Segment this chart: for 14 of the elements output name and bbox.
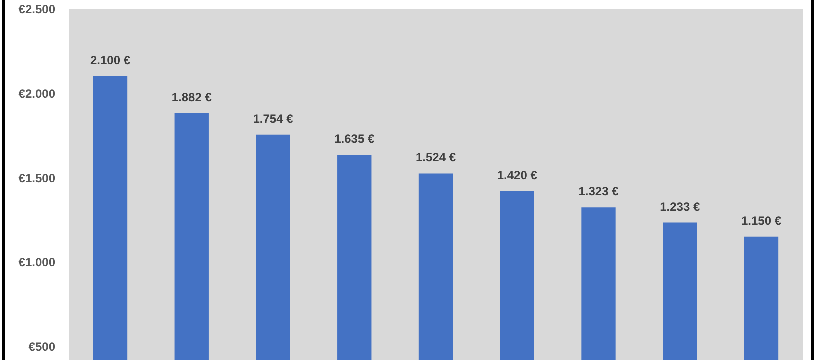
data-label: 1.233 € bbox=[660, 200, 700, 214]
y-tick-label: €2.500 bbox=[18, 2, 56, 16]
y-tick-label: €1.500 bbox=[18, 171, 56, 186]
data-label: 1.420 € bbox=[497, 168, 538, 182]
data-label: 1.524 € bbox=[416, 150, 456, 165]
y-tick-label: €500 bbox=[28, 340, 56, 354]
y-tick-label: €2.000 bbox=[18, 86, 56, 101]
data-label: 1.150 € bbox=[741, 214, 782, 228]
data-label: 2.100 € bbox=[90, 54, 131, 68]
data-label: 1.323 € bbox=[578, 184, 620, 199]
y-tick-label: €1.000 bbox=[18, 256, 56, 270]
data-label: 1.635 € bbox=[334, 132, 375, 146]
data-label: 1.882 € bbox=[172, 90, 212, 104]
data-label: 1.754 € bbox=[253, 112, 294, 126]
